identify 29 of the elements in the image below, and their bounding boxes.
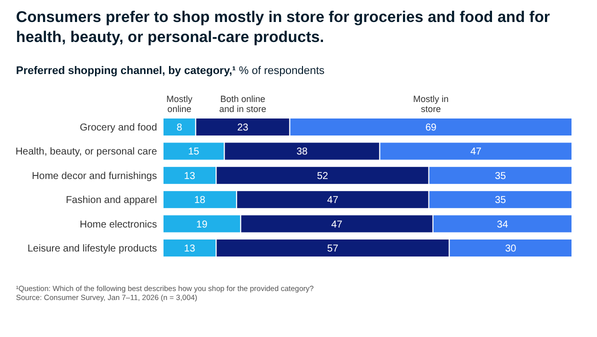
data-label: 57 [327,244,339,254]
data-label: 8 [176,122,183,134]
data-label: 18 [194,195,206,206]
y-tick-label: Home decor and furnishings [32,170,157,182]
chart-subtitle: Preferred shopping channel, by category,¹ % of respondents [16,65,326,77]
data-label: 13 [184,244,196,254]
data-label: 47 [331,219,343,230]
chart-title: Consumers prefer to shop mostly in store for groceries and food and for health, beauty, or personal-care products. [16,9,550,46]
data-label: 52 [316,170,329,182]
y-tick-label: Health, beauty, or personal care [15,146,158,158]
data-label: 34 [496,219,508,230]
data-label: 47 [327,195,339,206]
y-tick-label: Leisure and lifestyle products [27,244,157,254]
data-label: 30 [505,244,517,254]
data-label: 13 [184,170,196,182]
data-label: 23 [237,122,249,134]
data-label: 69 [425,122,437,134]
data-label: 47 [470,146,482,158]
y-tick-label: Home electronics [80,219,157,230]
series-label: Mostly online [166,94,193,114]
data-label: 35 [494,170,506,182]
data-label: 19 [196,219,208,230]
data-label: 38 [296,146,308,158]
series-label: Mostly in store [413,94,449,114]
series-label: Both online and in store [219,94,266,114]
y-tick-label: Grocery and food [80,122,157,134]
data-label: 15 [188,146,200,158]
data-label: 35 [494,195,506,206]
y-tick-label: Fashion and apparel [66,195,157,206]
